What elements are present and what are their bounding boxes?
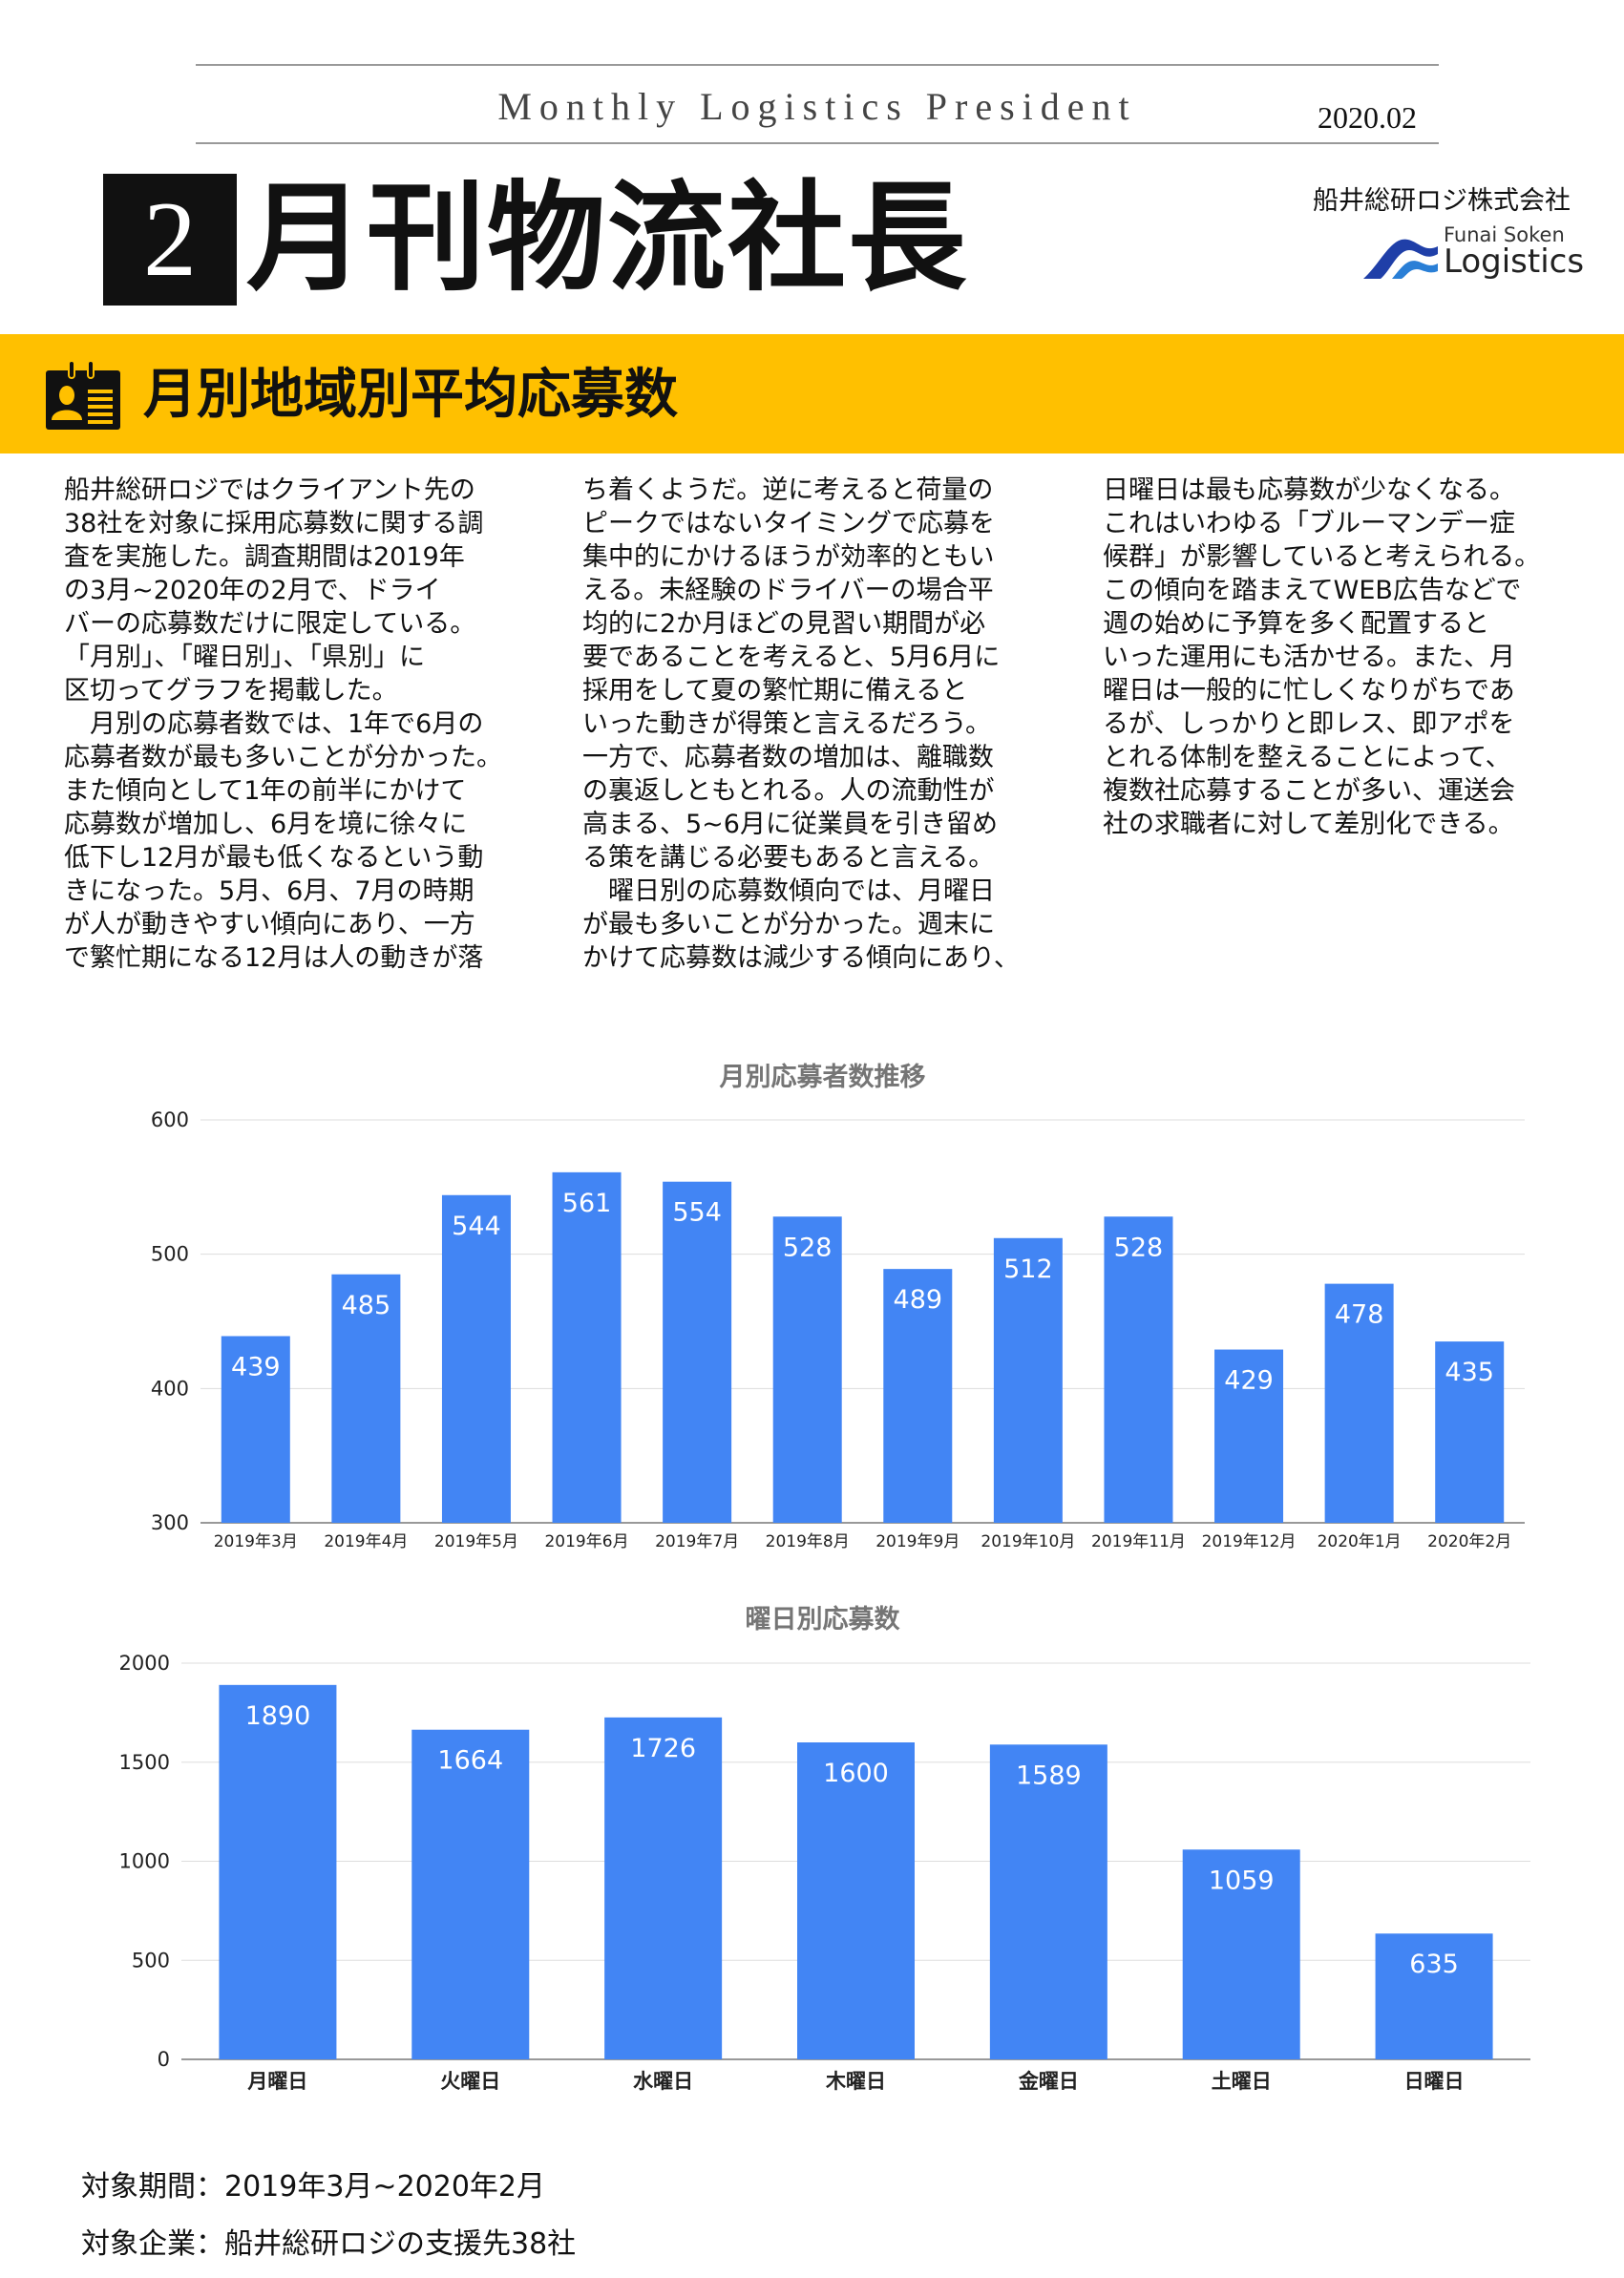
bar bbox=[1182, 1849, 1300, 2059]
data-label: 512 bbox=[1003, 1255, 1053, 1284]
data-label: 635 bbox=[1409, 1950, 1459, 1979]
y-tick-label: 1500 bbox=[119, 1751, 170, 1774]
data-label: 544 bbox=[452, 1212, 501, 1241]
x-tick-label: 2019年12月 bbox=[1202, 1532, 1297, 1551]
y-tick-label: 1000 bbox=[119, 1850, 170, 1873]
chart-title: 月別応募者数推移 bbox=[719, 1063, 926, 1092]
x-tick-label: 2020年1月 bbox=[1318, 1532, 1402, 1551]
x-tick-label: 金曜日 bbox=[1018, 2070, 1079, 2093]
logo-text-funai-soken: Funai Soken bbox=[1444, 223, 1565, 246]
x-tick-label: 2019年8月 bbox=[766, 1532, 850, 1551]
y-tick-label: 300 bbox=[151, 1511, 189, 1534]
x-tick-label: 2020年2月 bbox=[1427, 1532, 1511, 1551]
x-tick-label: 火曜日 bbox=[440, 2070, 500, 2093]
section-title: 月別地域別平均応募数 bbox=[143, 363, 678, 426]
data-label: 1589 bbox=[1016, 1761, 1082, 1790]
y-tick-label: 500 bbox=[132, 1949, 170, 1972]
bar bbox=[772, 1216, 842, 1523]
x-tick-label: 木曜日 bbox=[825, 2070, 886, 2093]
y-tick-label: 600 bbox=[151, 1108, 189, 1131]
x-tick-label: 2019年10月 bbox=[981, 1532, 1075, 1551]
data-label: 554 bbox=[672, 1198, 722, 1228]
x-tick-label: 2019年7月 bbox=[655, 1532, 739, 1551]
data-label: 489 bbox=[894, 1285, 943, 1315]
data-label: 478 bbox=[1335, 1300, 1384, 1330]
bottom-rule bbox=[196, 142, 1439, 144]
issue-number: 2 bbox=[103, 174, 237, 306]
bar bbox=[1375, 1933, 1493, 2059]
data-label: 1890 bbox=[245, 1701, 311, 1731]
weekday-chart-plot: 0 500 1000 1500 2000 1890 月曜日 1664 火曜日 1726 水曜日 160… bbox=[119, 1652, 1530, 2093]
bar bbox=[993, 1237, 1063, 1523]
x-tick-label: 日曜日 bbox=[1404, 2070, 1465, 2093]
publication-title: 月刊物流社長 bbox=[246, 169, 969, 307]
data-label: 1600 bbox=[823, 1759, 889, 1788]
x-tick-label: 土曜日 bbox=[1212, 2070, 1272, 2093]
bar bbox=[441, 1194, 511, 1523]
bar bbox=[1104, 1216, 1173, 1523]
issue-date: 2020.02 bbox=[1318, 100, 1417, 135]
body-column-1: 船井総研ロジではクライアント先の 38社を対象に採用応募数に関する調 査を実施し… bbox=[64, 475, 502, 973]
id-card-icon bbox=[46, 361, 120, 430]
top-rule bbox=[196, 64, 1439, 66]
data-label: 439 bbox=[231, 1352, 281, 1382]
x-tick-label: 2019年6月 bbox=[544, 1532, 628, 1551]
data-label: 1726 bbox=[630, 1734, 696, 1763]
x-tick-label: 2019年11月 bbox=[1091, 1532, 1186, 1551]
data-label: 435 bbox=[1445, 1358, 1494, 1387]
bar bbox=[331, 1274, 401, 1523]
wave-logo-icon bbox=[1363, 239, 1438, 279]
company-logo: Funai Soken Logistics bbox=[1363, 221, 1592, 281]
bar bbox=[663, 1181, 732, 1523]
chart-title: 曜日別応募数 bbox=[745, 1605, 900, 1635]
y-tick-label: 500 bbox=[151, 1243, 189, 1266]
bar bbox=[797, 1742, 915, 2059]
y-tick-label: 0 bbox=[158, 2048, 170, 2071]
x-tick-label: 水曜日 bbox=[633, 2070, 693, 2093]
data-label: 528 bbox=[1114, 1233, 1164, 1262]
company-name: 船井総研ロジ株式会社 bbox=[1313, 186, 1571, 216]
body-column-3: 日曜日は最も応募数が少なくなる。 これはいわゆる「ブルーマンデー症 候群」が影響… bbox=[1103, 475, 1541, 839]
bar bbox=[411, 1729, 530, 2059]
bar bbox=[219, 1684, 337, 2059]
data-label: 561 bbox=[562, 1189, 612, 1218]
bar bbox=[883, 1269, 953, 1523]
bar bbox=[1214, 1349, 1284, 1523]
weekday-chart: 曜日別応募数 0 500 1000 1500 2000 1890 月曜日 1664 火曜日 172… bbox=[0, 1594, 1624, 2110]
y-tick-label: 400 bbox=[151, 1377, 189, 1400]
body-column-2: ち着くようだ。逆に考えると荷量の ピークではないタイミングで応募を 集中的にかけ… bbox=[582, 475, 1020, 973]
bar bbox=[989, 1744, 1107, 2059]
logo-text-logistics: Logistics bbox=[1444, 243, 1585, 281]
monthly-chart: 月別応募者数推移 300 400 500 600 439 2019年3月 485 2019年4… bbox=[0, 1050, 1624, 1566]
section-header: 月別地域別平均応募数 bbox=[0, 334, 1624, 453]
survey-companies: 対象企業：船井総研ロジの支援先38社 bbox=[81, 2227, 577, 2261]
data-label: 528 bbox=[783, 1233, 833, 1262]
x-tick-label: 2019年3月 bbox=[214, 1532, 298, 1551]
data-label: 485 bbox=[342, 1291, 391, 1320]
bar bbox=[1435, 1341, 1505, 1523]
x-tick-label: 月曜日 bbox=[246, 2070, 307, 2093]
x-tick-label: 2019年9月 bbox=[875, 1532, 960, 1551]
monthly-chart-plot: 300 400 500 600 439 2019年3月 485 2019年4月 544 2019年… bbox=[151, 1108, 1525, 1551]
bar bbox=[221, 1336, 290, 1523]
bar bbox=[604, 1717, 723, 2059]
survey-period: 対象期間：2019年3月~2020年2月 bbox=[81, 2170, 546, 2204]
data-label: 1059 bbox=[1209, 1866, 1275, 1895]
bar bbox=[552, 1171, 622, 1523]
data-label: 429 bbox=[1224, 1366, 1274, 1396]
bar bbox=[1324, 1283, 1394, 1523]
data-label: 1664 bbox=[437, 1746, 503, 1776]
x-tick-label: 2019年4月 bbox=[324, 1532, 408, 1551]
y-tick-label: 2000 bbox=[119, 1652, 170, 1675]
x-tick-label: 2019年5月 bbox=[434, 1532, 518, 1551]
publication-subtitle: Monthly Logistics President bbox=[497, 85, 1137, 128]
